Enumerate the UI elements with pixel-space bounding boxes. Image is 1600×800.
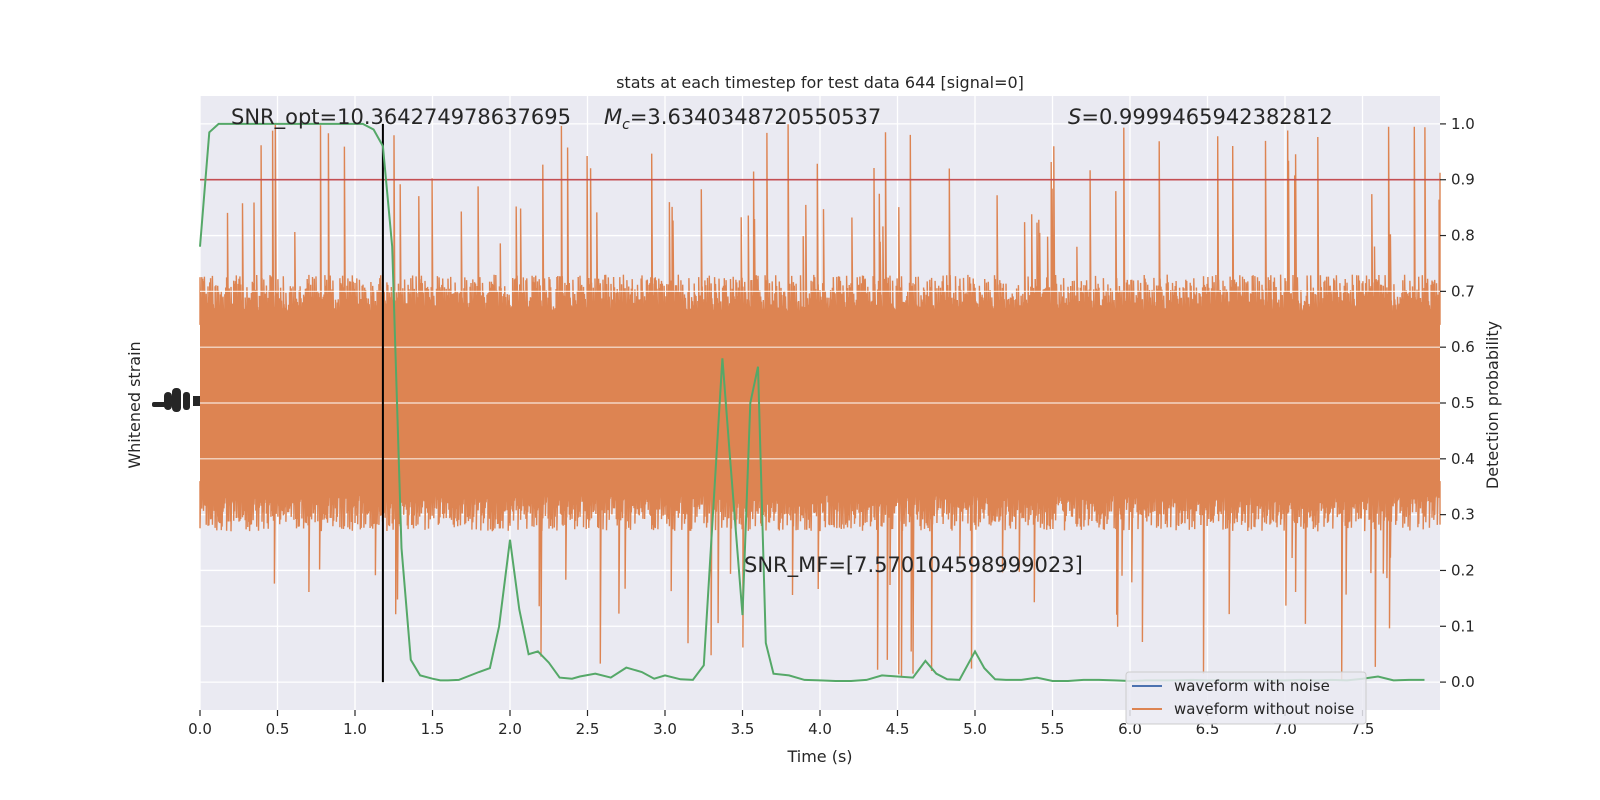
right-tick-label-6: 0.6 [1451, 338, 1475, 356]
x-tick-label-10: 5.0 [963, 720, 987, 738]
right-tick-label-8: 0.8 [1451, 227, 1475, 245]
snr-mf-annotation: SNR_MF=[7.570104598999023] [744, 553, 1083, 578]
x-axis-title: Time (s) [786, 747, 852, 766]
x-tick-label-2: 1.0 [343, 720, 367, 738]
left-tick-blob-2 [164, 392, 172, 410]
x-tick-label-0: 0.0 [188, 720, 212, 738]
chirp-mass-subscript: c [622, 117, 630, 133]
left-tick-blob-4 [183, 392, 190, 410]
x-tick-label-3: 1.5 [421, 720, 445, 738]
s-annotation: S=0.9999465942382812 [1068, 105, 1333, 129]
chirp-mass-value: =3.6340348720550537 [630, 105, 881, 129]
x-tick-label-4: 2.0 [498, 720, 522, 738]
right-y-axis: 0.0 0.1 0.2 0.3 0.4 0.5 0.6 0.7 0.8 0.9 1.0 [1440, 115, 1475, 691]
right-tick-label-5: 0.5 [1451, 394, 1475, 412]
left-tick-blob-5 [193, 396, 200, 406]
chirp-mass-symbol: M [604, 105, 622, 129]
snr-opt-annotation: SNR_opt=10.364274978637695 [231, 105, 571, 130]
strain-lower-envelope [199, 481, 1441, 681]
right-tick-label-9: 0.9 [1451, 171, 1475, 189]
x-tick-label-1: 0.5 [266, 720, 290, 738]
right-tick-label-4: 0.4 [1451, 450, 1475, 468]
left-tick-blob-3 [172, 388, 181, 412]
legend-label-waveform-without-noise: waveform without noise [1174, 700, 1354, 718]
right-axis-title: Detection probability [1483, 321, 1502, 489]
x-tick-label-8: 4.0 [808, 720, 832, 738]
legend-label-waveform-with-noise: waveform with noise [1174, 677, 1330, 695]
left-axis-tick-cluster [152, 388, 200, 412]
x-tick-label-6: 3.0 [653, 720, 677, 738]
chart-title: stats at each timestep for test data 644… [616, 73, 1024, 92]
strain-upper-envelope [199, 124, 1441, 325]
right-tick-label-3: 0.3 [1451, 506, 1475, 524]
grid-lines-overlay [200, 290, 1440, 460]
left-tick-blob-1 [152, 402, 166, 407]
x-tick-label-9: 4.5 [886, 720, 910, 738]
legend: waveform with noise waveform without noi… [1125, 671, 1367, 725]
s-value: =0.9999465942382812 [1081, 105, 1332, 129]
right-tick-label-2: 0.2 [1451, 561, 1475, 579]
x-tick-label-5: 2.5 [576, 720, 600, 738]
right-tick-label-0: 0.0 [1451, 673, 1475, 691]
x-tick-label-7: 3.5 [731, 720, 755, 738]
right-tick-label-10: 1.0 [1451, 115, 1475, 133]
x-tick-label-11: 5.5 [1041, 720, 1065, 738]
chirp-mass-annotation: Mc=3.6340348720550537 [604, 105, 881, 133]
s-symbol: S [1068, 105, 1081, 129]
left-axis-title: Whitened strain [125, 341, 144, 468]
right-tick-label-1: 0.1 [1451, 617, 1475, 635]
legend-box [1125, 671, 1367, 725]
right-tick-label-7: 0.7 [1451, 282, 1475, 300]
